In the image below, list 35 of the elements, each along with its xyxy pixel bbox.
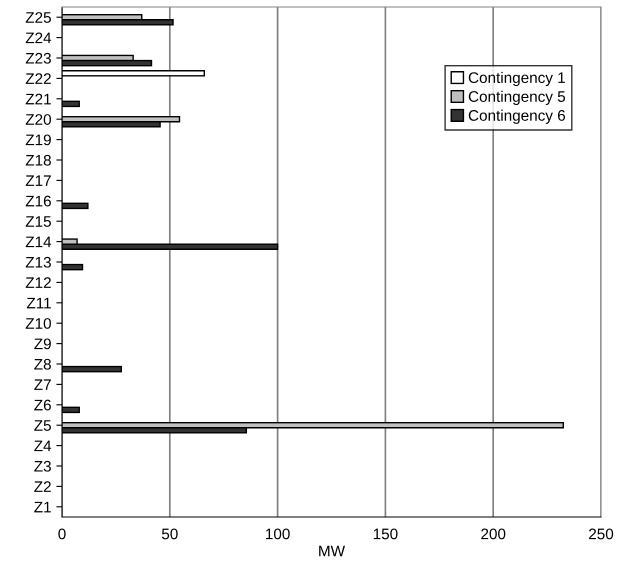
legend-label: Contingency 1 (468, 72, 565, 86)
y-tick-label: Z18 (26, 154, 51, 166)
x-tick-label: 100 (266, 528, 290, 540)
y-tick-label: Z15 (26, 216, 51, 227)
y-tick-label: Z5 (34, 420, 51, 431)
y-tick-label: Z1 (34, 502, 51, 512)
y-tick-label: Z8 (34, 358, 51, 370)
x-tick-label: 0 (58, 528, 66, 540)
y-tick-label: Z14 (26, 236, 52, 248)
y-tick-label: Z12 (26, 277, 51, 288)
y-tick-label: Z19 (26, 134, 51, 146)
y-tick-label: Z13 (26, 256, 51, 268)
y-tick-label: Z2 (34, 481, 51, 492)
y-tick-label: Z6 (34, 400, 51, 410)
y-tick-label: Z25 (26, 12, 51, 23)
y-tick-label: Z17 (26, 175, 51, 186)
y-tick-label: Z20 (26, 114, 51, 125)
y-tick-label: Z11 (26, 298, 51, 308)
x-axis-title: MW (319, 546, 346, 556)
y-tick-label: Z16 (26, 196, 51, 206)
y-tick-label: Z24 (26, 32, 52, 44)
y-tick-label: Z22 (26, 73, 51, 84)
x-tick-label: 50 (162, 528, 178, 540)
y-tick-label: Z21 (26, 94, 51, 104)
x-tick-label: 200 (481, 528, 506, 540)
legend-label: Contingency 6 (468, 110, 566, 124)
x-tick-label: 150 (374, 528, 398, 540)
y-tick-label: Z9 (34, 338, 51, 350)
y-tick-label: Z10 (26, 318, 51, 329)
legend-label: Contingency 5 (468, 90, 566, 105)
x-tick-label: 250 (589, 528, 614, 540)
y-tick-label: Z3 (34, 460, 51, 472)
y-tick-label: Z7 (34, 379, 51, 390)
y-tick-label: Z23 (26, 52, 51, 64)
y-tick-label: Z4 (34, 440, 52, 452)
